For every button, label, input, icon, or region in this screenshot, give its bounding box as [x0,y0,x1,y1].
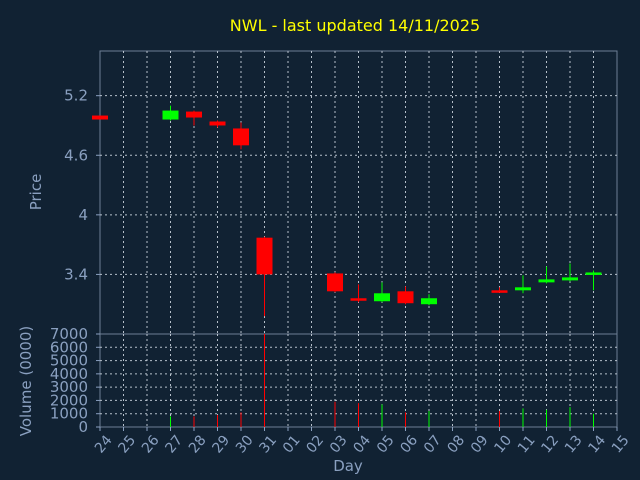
candle-body [92,115,108,120]
day-tick-label: 24 [92,432,116,456]
candle [585,270,602,291]
candle [186,110,202,126]
volume-tick-label: 6000 [50,338,88,356]
candle [209,120,226,128]
candle-body [374,293,390,302]
volume-tick-label: 3000 [50,378,88,396]
day-tick-label: 30 [233,432,257,456]
price-tick-label: 4 [78,206,88,224]
candle [256,236,273,317]
day-tick-labels: 24 25 26 27 28 29 30 31 01 02 03 04 05 06 07 08 09 10 11 12… [92,427,633,456]
candle-body [233,128,249,146]
candle-body [186,111,202,118]
day-tick-label: 11 [515,432,539,456]
candle [327,272,343,293]
candle-body [421,298,437,305]
day-tick-label: 31 [256,432,280,456]
candle [162,105,179,121]
volume-tick-label: 4000 [50,365,88,383]
candle-body [209,121,226,126]
day-tick-label: 14 [585,432,609,456]
volume-tick-label: 7000 [50,325,88,343]
candle-body [538,279,555,283]
candle [562,263,578,282]
day-tick-label: 29 [209,432,233,456]
candle-body [256,237,273,275]
chart-title: NWL - last updated 14/11/2025 [230,16,480,35]
day-tick-label: 01 [280,432,304,456]
day-tick-label: 04 [350,432,374,456]
candle [538,266,555,284]
price-tick-label: 4.6 [64,146,88,164]
day-tick-label: 25 [115,432,139,456]
volume-axis-label: Volume (0000) [17,326,35,436]
day-tick-label: 13 [562,432,586,456]
candle [350,284,367,303]
candle [374,282,390,303]
candle [491,287,508,293]
volume-tick-label: 5000 [50,352,88,370]
day-tick-label: 15 [609,432,633,456]
day-tick-label: 03 [327,432,351,456]
price-tick-label: 3.4 [64,265,88,283]
candle [515,275,531,294]
day-tick-label: 10 [491,432,515,456]
day-axis-label: Day [333,457,363,475]
volume-tick-label: 0 [78,418,88,436]
candle-body [585,272,602,275]
candle [233,122,249,150]
day-tick-label: 09 [468,432,492,456]
candle [92,115,108,120]
day-tick-label: 08 [444,432,468,456]
candle-body [515,287,531,291]
price-axis-label: Price [27,174,45,211]
price-tick-label: 5.2 [64,87,88,105]
candle-body [327,273,343,292]
candle-body [397,291,414,304]
candle-body [162,110,179,120]
day-tick-label: 27 [162,432,186,456]
volume-tick-label: 2000 [50,391,88,409]
day-tick-label: 12 [538,432,562,456]
day-tick-label: 28 [186,432,210,456]
day-tick-label: 26 [139,432,163,456]
day-tick-label: 07 [421,432,445,456]
day-tick-label: 05 [374,432,398,456]
candle-body [491,290,508,293]
candle-body [562,277,578,281]
day-tick-label: 02 [303,432,327,456]
candle [421,294,437,306]
candle-body [350,298,367,301]
day-tick-label: 06 [397,432,421,456]
volume-tick-label: 1000 [50,405,88,423]
price-panel: 5.2 4.6 4 3.4 [64,50,618,335]
candle [397,286,414,305]
